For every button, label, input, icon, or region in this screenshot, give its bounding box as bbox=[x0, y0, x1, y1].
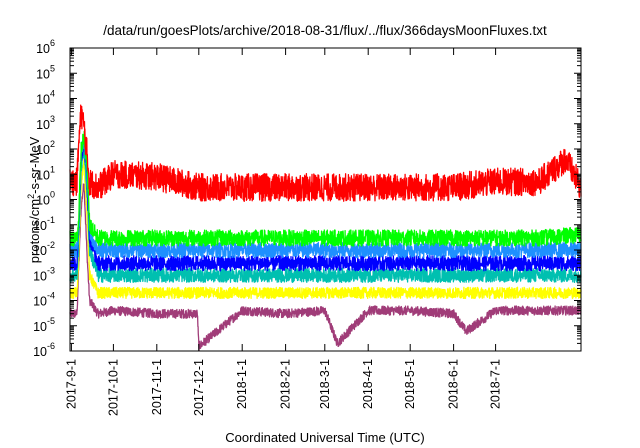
series-line-2 bbox=[69, 158, 582, 300]
y-tick-label: 102 bbox=[36, 139, 55, 157]
x-tick-label: 2018-7-1 bbox=[489, 359, 503, 409]
y-tick-label: 10-2 bbox=[33, 240, 55, 258]
x-tick-label: 2018-5-1 bbox=[403, 359, 417, 409]
y-tick-label: 10-3 bbox=[33, 265, 55, 283]
series-line-6 bbox=[69, 130, 582, 247]
y-tick-label: 10-4 bbox=[33, 291, 55, 309]
x-tick-label: 2018-4-1 bbox=[361, 359, 375, 409]
x-tick-label: 2018-2-1 bbox=[279, 359, 293, 409]
x-tick-label: 2018-1-1 bbox=[235, 359, 249, 409]
x-tick-label: 2017-12-1 bbox=[192, 359, 206, 416]
y-tick-label: 104 bbox=[36, 89, 55, 107]
x-axis-label: Coordinated Universal Time (UTC) bbox=[225, 430, 424, 445]
y-axis: 10-6 10-5 10-4 10-3 10-2 10-1 100 101 102 103 104 1… bbox=[33, 38, 581, 359]
series-line-5 bbox=[69, 135, 582, 259]
x-tick-label: 2018-3-1 bbox=[318, 359, 332, 409]
y-tick-label: 10-5 bbox=[33, 316, 55, 334]
series-line-3 bbox=[69, 147, 582, 283]
x-tick-label: 2017-11-1 bbox=[150, 359, 164, 415]
chart-title: /data/run/goesPlots/archive/2018-08-31/f… bbox=[103, 23, 547, 38]
series-line-1 bbox=[69, 183, 582, 352]
y-tick-label: 106 bbox=[36, 38, 55, 56]
y-tick-label: 10-1 bbox=[33, 215, 55, 233]
y-tick-label: 100 bbox=[36, 190, 55, 208]
y-tick-label: 101 bbox=[36, 164, 55, 182]
y-axis-label: protons/cm2-s-sr-MeV bbox=[26, 136, 42, 263]
series-line-7 bbox=[69, 104, 582, 202]
x-tick-label: 2017-9-1 bbox=[64, 359, 78, 409]
y-tick-label: 10-6 bbox=[33, 341, 55, 359]
x-axis: 2017-9-1 2017-10-1 2017-11-1 2017-12-1 2018-… bbox=[64, 48, 503, 416]
y-tick-label: 105 bbox=[36, 63, 55, 81]
y-tick-label: 103 bbox=[36, 114, 55, 132]
x-tick-label: 2017-10-1 bbox=[106, 359, 120, 416]
x-tick-label: 2018-6-1 bbox=[447, 359, 461, 409]
plot-frame bbox=[69, 47, 582, 352]
series-layer bbox=[69, 104, 582, 352]
